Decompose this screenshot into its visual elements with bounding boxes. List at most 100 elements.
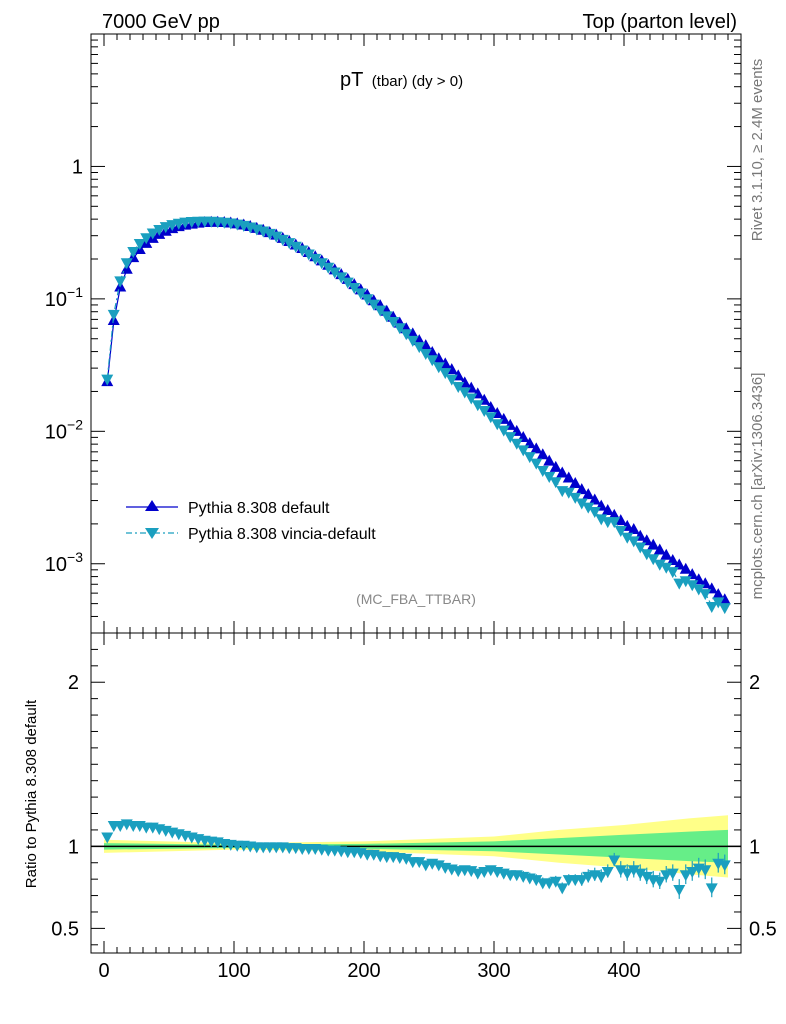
data-point-vincia — [159, 222, 172, 234]
data-point-vincia — [640, 549, 653, 561]
data-point-vincia — [634, 542, 647, 554]
main-panel: 110−110−210−3 — [45, 33, 742, 634]
main-y-tick-label: 10−1 — [45, 284, 83, 311]
ratio-point-vincia — [601, 866, 614, 878]
legend-marker-default — [145, 500, 159, 511]
data-point-vincia — [666, 567, 679, 579]
ratio-point-vincia — [549, 876, 562, 888]
data-point-vincia — [101, 374, 114, 386]
ratio-point-vincia — [666, 868, 679, 880]
data-point-vincia — [699, 589, 712, 601]
data-point-vincia — [692, 584, 705, 596]
data-point-vincia — [549, 477, 562, 489]
data-point-vincia — [679, 576, 692, 588]
data-point-vincia — [458, 387, 471, 399]
data-point-vincia — [341, 277, 354, 289]
x-tick-label: 0 — [98, 960, 109, 982]
data-point-default — [523, 437, 536, 449]
data-point-default — [582, 488, 595, 500]
data-point-vincia — [348, 282, 361, 294]
data-point-default — [673, 558, 686, 570]
rivet-label: Rivet 3.1.10, ≥ 2.4M events — [749, 59, 766, 242]
data-point-vincia — [517, 445, 530, 457]
data-point-vincia — [283, 238, 296, 250]
data-point-vincia — [302, 249, 315, 261]
data-point-vincia — [653, 559, 666, 571]
y-tick-mantissa: 10 — [45, 289, 67, 311]
data-point-vincia — [413, 342, 426, 354]
ratio-point-vincia — [595, 871, 608, 883]
data-point-default — [419, 339, 432, 351]
data-point-vincia — [432, 362, 445, 374]
ratio-point-vincia — [530, 875, 543, 887]
data-point-vincia — [660, 562, 673, 574]
y-tick-mantissa: 10 — [45, 421, 67, 443]
data-point-default — [712, 588, 725, 600]
data-point-default — [660, 548, 673, 560]
y-tick-exponent: −2 — [67, 416, 83, 432]
legend-label-vincia: Pythia 8.308 vincia-default — [188, 526, 376, 543]
data-point-vincia — [445, 374, 458, 386]
data-point-vincia — [146, 228, 159, 240]
legend-marker-vincia — [145, 528, 159, 539]
data-point-vincia — [608, 517, 621, 529]
data-point-vincia — [484, 412, 497, 424]
data-point-vincia — [296, 245, 309, 257]
x-tick-label: 300 — [477, 960, 510, 982]
x-tick-label: 400 — [607, 960, 640, 982]
header-left: 7000 GeV pp — [102, 11, 220, 33]
x-tick-label: 100 — [217, 960, 250, 982]
data-point-default — [588, 493, 601, 505]
mcplots-label: mcplots.cern.ch [arXiv:1306.3436] — [749, 373, 766, 600]
ratio-series — [101, 819, 731, 899]
main-y-tick-label: 10−2 — [45, 416, 83, 443]
data-point-default — [536, 448, 549, 460]
data-point-vincia — [562, 487, 575, 499]
data-point-default — [653, 543, 666, 555]
data-point-default — [666, 553, 679, 565]
data-point-vincia — [673, 578, 686, 590]
ratio-point-vincia — [400, 853, 413, 865]
data-point-vincia — [387, 317, 400, 329]
data-point-vincia — [452, 381, 465, 393]
data-point-vincia — [712, 597, 725, 609]
data-point-default — [627, 522, 640, 534]
data-point-vincia — [120, 258, 133, 270]
data-point-vincia — [406, 335, 419, 347]
data-point-vincia — [328, 267, 341, 279]
ratio-point-vincia — [673, 885, 686, 896]
legend-label-default: Pythia 8.308 default — [188, 500, 330, 517]
data-point-vincia — [491, 419, 504, 431]
ratio-y-label: Ratio to Pythia 8.308 default — [23, 699, 40, 888]
ratio-y-tick-label: 1 — [68, 836, 79, 858]
main-title-sub: (tbar) (dy > 0) — [372, 73, 463, 90]
data-point-vincia — [270, 231, 283, 243]
ratio-point-vincia — [705, 883, 718, 895]
y-tick-exponent: −1 — [67, 284, 83, 300]
data-point-vincia — [400, 329, 413, 341]
data-point-vincia — [471, 400, 484, 412]
data-point-default — [679, 562, 692, 574]
data-point-vincia — [588, 507, 601, 519]
data-point-default — [601, 504, 614, 516]
data-point-vincia — [380, 311, 393, 323]
data-point-vincia — [393, 323, 406, 335]
main-axis-ticks — [91, 33, 741, 634]
data-point-vincia — [133, 239, 146, 251]
x-tick-labels: 0 100 200 300 400 — [98, 960, 640, 982]
ratio-point-vincia — [608, 855, 621, 867]
data-point-vincia — [504, 432, 517, 444]
data-point-vincia — [614, 525, 627, 537]
ratio-y-tick-labels: 0.5 0.5 1 1 2 2 — [51, 672, 777, 940]
data-point-vincia — [426, 355, 439, 367]
ratio-point-vincia — [101, 832, 114, 844]
data-point-vincia — [536, 466, 549, 478]
ratio-y-tick-label-right: 2 — [749, 672, 760, 694]
data-point-default — [614, 514, 627, 526]
data-point-default — [569, 477, 582, 489]
x-tick-label: 200 — [347, 960, 380, 982]
data-point-vincia — [276, 234, 289, 246]
data-point-default — [575, 483, 588, 495]
data-point-default — [543, 454, 556, 466]
series-line-vincia — [106, 219, 726, 608]
